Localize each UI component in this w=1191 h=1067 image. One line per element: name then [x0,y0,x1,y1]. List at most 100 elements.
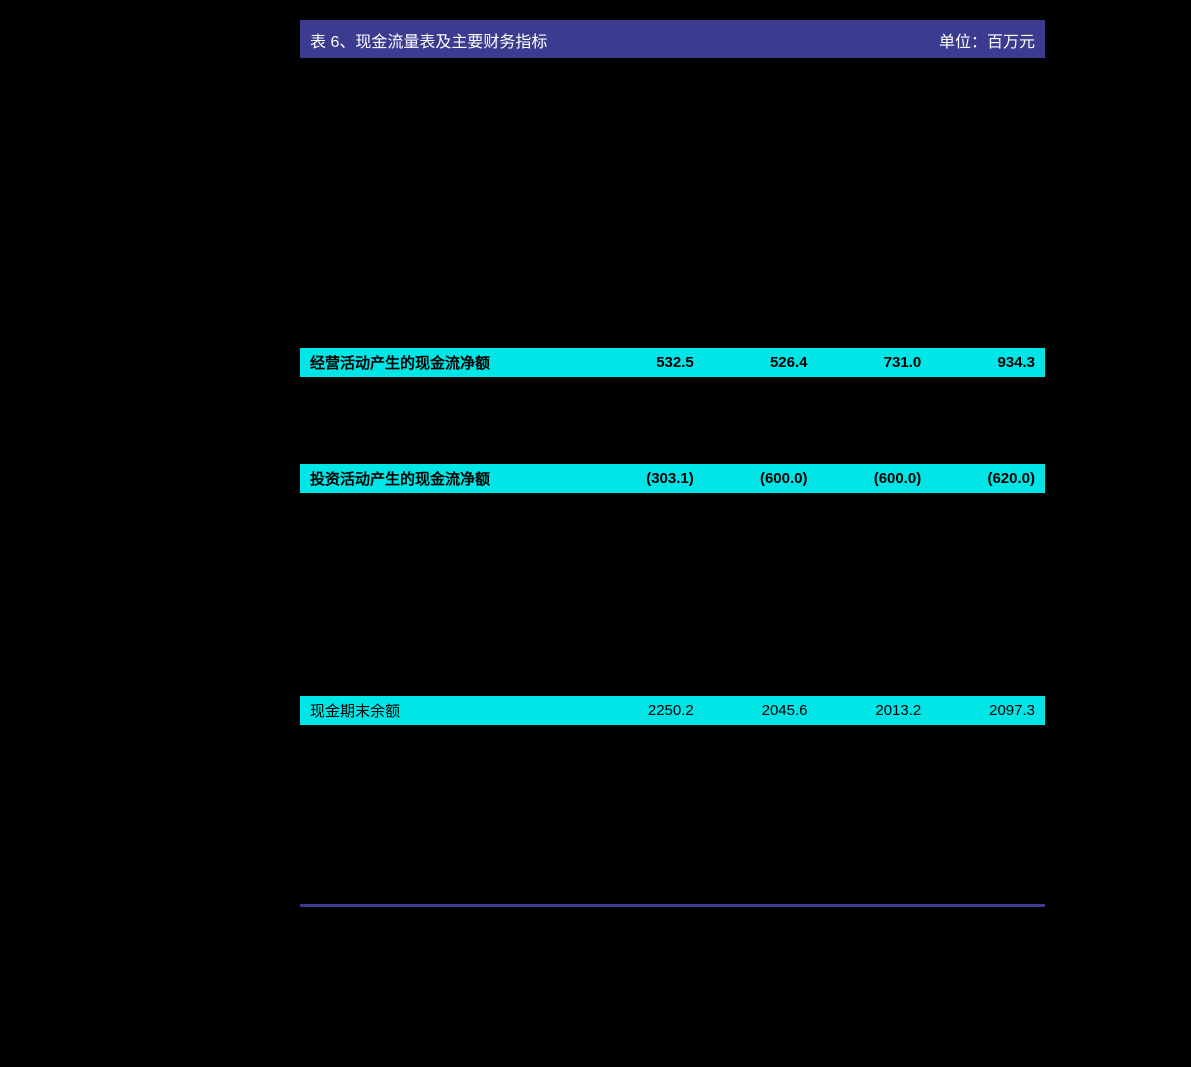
row-value: 526.4 [704,354,818,371]
row-value: 12.89 [704,760,818,777]
row-label: 营运资金变动 [310,294,590,315]
row-label: 投资损失 [310,236,590,257]
row-value: 177.3 [590,325,704,342]
table-row: 其他553.90.00.00.0 [300,435,1045,464]
row-label: 资本开支 [310,381,590,402]
row-value: 0.0 [818,673,932,690]
table-title: 表 6、现金流量表及主要财务指标 [310,28,547,52]
row-value: 2250.2 [590,702,704,719]
col-header-2021: 2021E [818,62,932,83]
row-label: 股利分配及其它 [310,555,590,576]
row-value: 26.6 [590,499,704,516]
row-value: 1.5 [590,267,704,284]
row-value: 553.9 [590,441,704,458]
row-label: 债权融资 [310,497,590,518]
row-value: (620.0) [931,470,1035,487]
row-value: 7.0 [818,122,932,139]
row-value: (4.0) [704,238,818,255]
table-row: 财务费用(1.0)36.541.347.1 [300,203,1045,232]
row-value: 249.8 [590,93,704,110]
row-value: 2255.7 [704,644,818,661]
row-value: (1.0) [590,209,704,226]
row-value: 0.0 [818,441,932,458]
row-value: (3.9) [590,238,704,255]
row-value: 0.0 [931,325,1035,342]
row-value: 0.0 [818,325,932,342]
row-value: 9.2 [704,122,818,139]
row-value: 84.2 [931,615,1035,632]
row-value: (133.4) [590,673,704,690]
table-row: 现金净增加额182.4(210.1)(35.3)84.2 [300,609,1045,638]
row-value: 2.09 [704,731,818,748]
row-value: (100.0) [704,499,818,516]
row-value: 31.4 [704,296,818,313]
row-value: 934.3 [931,354,1035,371]
table-row: 经营活动产生的现金流净额532.5526.4731.0934.3 [300,348,1045,377]
row-value: 0.0 [818,180,932,197]
table-row: 其他(133.4)0.00.0(0.0) [300,667,1045,696]
row-value: 2045.6 [704,702,818,719]
row-value: 2048.6 [818,644,932,661]
row-value: (117.5) [590,296,704,313]
row-label: 公允价值变动损失 [310,178,590,199]
row-value: 0.0 [704,325,818,342]
row-value: 1.0 [704,267,818,284]
row-label: 投资活动产生的现金流净额 [310,468,590,489]
table-row: P/cf16.1116.3011.749.18 [300,783,1045,811]
row-value: 0.0 [704,412,818,429]
table-row: 现金期末余额2250.22045.62013.22097.3 [300,696,1045,725]
row-value: 211.4 [704,151,818,168]
table-body: 净利润249.8240.8328.8403.4资产减值准备62.09.27.01… [300,87,1045,896]
row-value: (600.0) [704,470,818,487]
column-headers-row: 会计年度 2019A 2020E 2021E 2022E [300,58,1045,87]
table-row: 资产减值准备62.09.27.015.0 [300,116,1045,145]
row-label: 净利润 [310,91,590,112]
row-label: 筹资活动产生的现金流净额 [310,584,590,605]
row-value: (150.0) [931,499,1035,516]
row-value: 15.17 [931,760,1035,777]
financial-table: 表 6、现金流量表及主要财务指标 单位：百万元 会计年度 2019A 2020E… [300,20,1045,907]
row-label: 现金净增加额 [310,613,590,634]
row-value: 2.90 [818,731,932,748]
row-value: 11.7 [590,528,704,545]
table-row: 少数股东损益1.51.01.01.0 [300,261,1045,290]
row-value: (600.0) [818,383,932,400]
table-bottom-divider [300,904,1045,907]
row-value: 13.55 [590,845,704,862]
row-value: 62.0 [590,122,704,139]
row-value: 2.45 [818,817,932,834]
row-value: 0.0 [590,180,704,197]
row-value: 16.30 [704,789,818,806]
row-value: 1.0% [590,873,704,890]
row-label: 股息率 [310,871,590,892]
row-label: EV/EBITDA [310,845,590,862]
row-value: 2097.3 [931,702,1035,719]
row-label: 其他 [310,671,590,692]
row-value: 2013.2 [818,702,932,719]
row-value: 0.0 [931,441,1035,458]
row-value: 11.74 [818,789,932,806]
row-value: (5.0) [818,238,932,255]
row-value: 532.5 [590,354,704,371]
row-value: (600.0) [704,383,818,400]
col-header-2019: 2019A [590,62,704,83]
table-unit: 单位：百万元 [939,28,1035,52]
table-row: 净利润249.8240.8328.8403.4 [300,87,1045,116]
row-value: 2.24 [931,817,1035,834]
row-value: 0.4% [818,873,932,890]
row-label: 现金期末余额 [310,700,590,721]
row-value: 240.8 [704,93,818,110]
row-label: 长期投资 [310,410,590,431]
row-value: (117.4) [590,412,704,429]
row-value: 152.4 [931,296,1035,313]
table-row: 折旧摊销164.4211.4266.4321.4 [300,145,1045,174]
row-value: 0.0 [931,412,1035,429]
row-value: (620.0) [931,383,1035,400]
row-value: 9.18 [931,789,1035,806]
row-value: 8.76 [931,845,1035,862]
row-value: 0.0 [818,528,932,545]
row-label: 折旧摊销 [310,149,590,170]
row-value: 16.11 [590,789,704,806]
row-label: 每股净资产(元) [310,758,590,779]
table-row: 投资损失(3.9)(4.0)(5.0)(6.0) [300,232,1045,261]
